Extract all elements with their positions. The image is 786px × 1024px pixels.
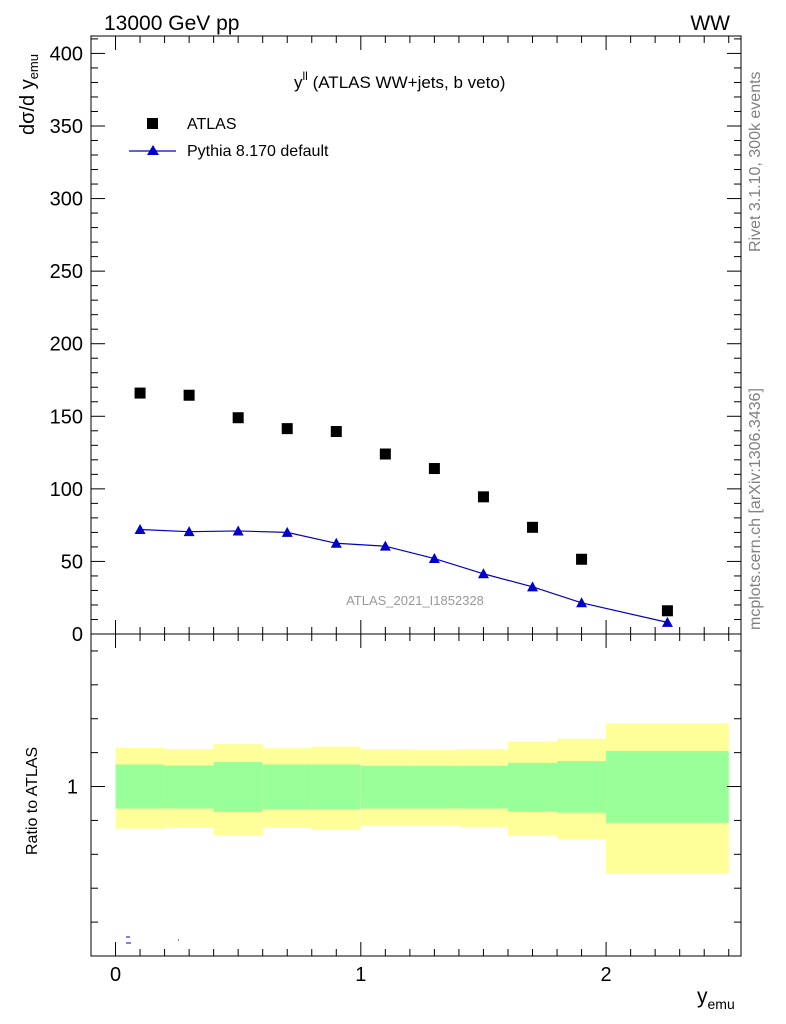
- y-tick-label: 200: [50, 334, 83, 356]
- pythia-point: [134, 523, 146, 534]
- legend: ATLAS Pythia 8.170 default: [129, 116, 329, 160]
- pythia-point: [330, 537, 342, 548]
- ratio-inner-band: [311, 764, 361, 810]
- ratio-inner-band: [360, 765, 410, 809]
- ratio-y-axis: 1: [67, 650, 741, 923]
- atlas-point: [477, 491, 489, 503]
- ratio-panel: 1 0 1 2 Ratio to ATLAS yemu: [24, 633, 742, 1012]
- y-tick-label: 350: [50, 116, 83, 138]
- main-y-axis: 0 50 100 150 200 250 300 350 400: [50, 38, 741, 646]
- atlas-point: [576, 553, 588, 565]
- pythia-point: [281, 526, 293, 537]
- main-y-label-sub: emu: [26, 54, 41, 79]
- main-y-label-main: dσ/d y: [17, 79, 39, 135]
- rivet-label: Rivet 3.1.10, 300k events: [747, 71, 764, 252]
- y-tick-label: 0: [72, 624, 83, 646]
- ratio-inner-band: [458, 765, 508, 809]
- x-tick-label: 1: [355, 964, 366, 986]
- analysis-watermark: ATLAS_2021_I1852328: [346, 593, 484, 608]
- atlas-point: [183, 389, 195, 401]
- x-tick-label: 0: [110, 964, 121, 986]
- atlas-point: [661, 605, 673, 617]
- pythia-point: [661, 616, 673, 627]
- y-tick-label: 100: [50, 479, 83, 501]
- pythia-point: [576, 597, 588, 608]
- ratio-inner-band: [262, 764, 312, 810]
- ratio-y-label: Ratio to ATLAS: [24, 747, 41, 855]
- main-title: yll (ATLAS WW+jets, b veto): [294, 69, 505, 92]
- y-tick-label: 400: [50, 43, 83, 65]
- ratio-inner-band: [213, 762, 263, 812]
- legend-pythia-label: Pythia 8.170 default: [187, 143, 329, 160]
- mcplots-label: mcplots.cern.ch [arXiv:1306.3436]: [747, 388, 764, 630]
- atlas-point: [134, 387, 146, 399]
- pythia-point: [527, 581, 539, 592]
- ratio-inner-band: [409, 765, 459, 809]
- ratio-band-layer: [115, 723, 729, 873]
- pythia-point: [183, 526, 195, 537]
- ratio-x-axis: 0 1 2: [110, 634, 730, 986]
- y-tick-label: 300: [50, 189, 83, 211]
- main-data-layer: [134, 387, 673, 627]
- x-axis-label-sub: emu: [708, 996, 735, 1012]
- pythia-point: [232, 525, 244, 536]
- ratio-inner-band: [606, 750, 729, 823]
- x-axis-label: yemu: [697, 985, 735, 1012]
- header-left: 13000 GeV pp: [104, 12, 239, 35]
- atlas-point: [281, 423, 293, 435]
- pythia-point: [477, 568, 489, 579]
- main-y-label: dσ/d yemu: [17, 54, 41, 135]
- pythia-point: [428, 553, 440, 564]
- x-axis-label-main: y: [697, 985, 708, 1008]
- main-x-ticks: [115, 36, 730, 634]
- pythia-point: [379, 540, 391, 551]
- atlas-point: [232, 412, 244, 424]
- legend-atlas-label: ATLAS: [187, 116, 237, 133]
- y-tick-label: 150: [50, 406, 83, 428]
- legend-pythia-marker: [147, 145, 159, 155]
- atlas-point: [527, 521, 539, 533]
- main-title-symbol: y: [294, 73, 303, 92]
- atlas-point: [379, 448, 391, 460]
- y-tick-label: 250: [50, 261, 83, 283]
- atlas-point: [428, 463, 440, 475]
- atlas-point: [330, 426, 342, 438]
- ratio-frame: [90, 633, 742, 957]
- ratio-inner-band: [507, 762, 558, 812]
- ratio-inner-band: [115, 764, 165, 809]
- main-title-rest: (ATLAS WW+jets, b veto): [308, 73, 506, 92]
- ratio-inner-band: [557, 761, 607, 813]
- header-right: WW: [690, 12, 730, 35]
- ratio-inner-band: [164, 765, 214, 809]
- ratio-y-tick-label: 1: [67, 777, 78, 799]
- legend-atlas-marker: [147, 118, 158, 129]
- y-tick-label: 50: [61, 551, 83, 573]
- main-panel: 0 50 100 150 200 250 300 350 400 yll (ATLAS WW+j…: [17, 35, 742, 646]
- x-tick-label: 2: [601, 964, 612, 986]
- main-title-superscript: ll: [303, 69, 308, 83]
